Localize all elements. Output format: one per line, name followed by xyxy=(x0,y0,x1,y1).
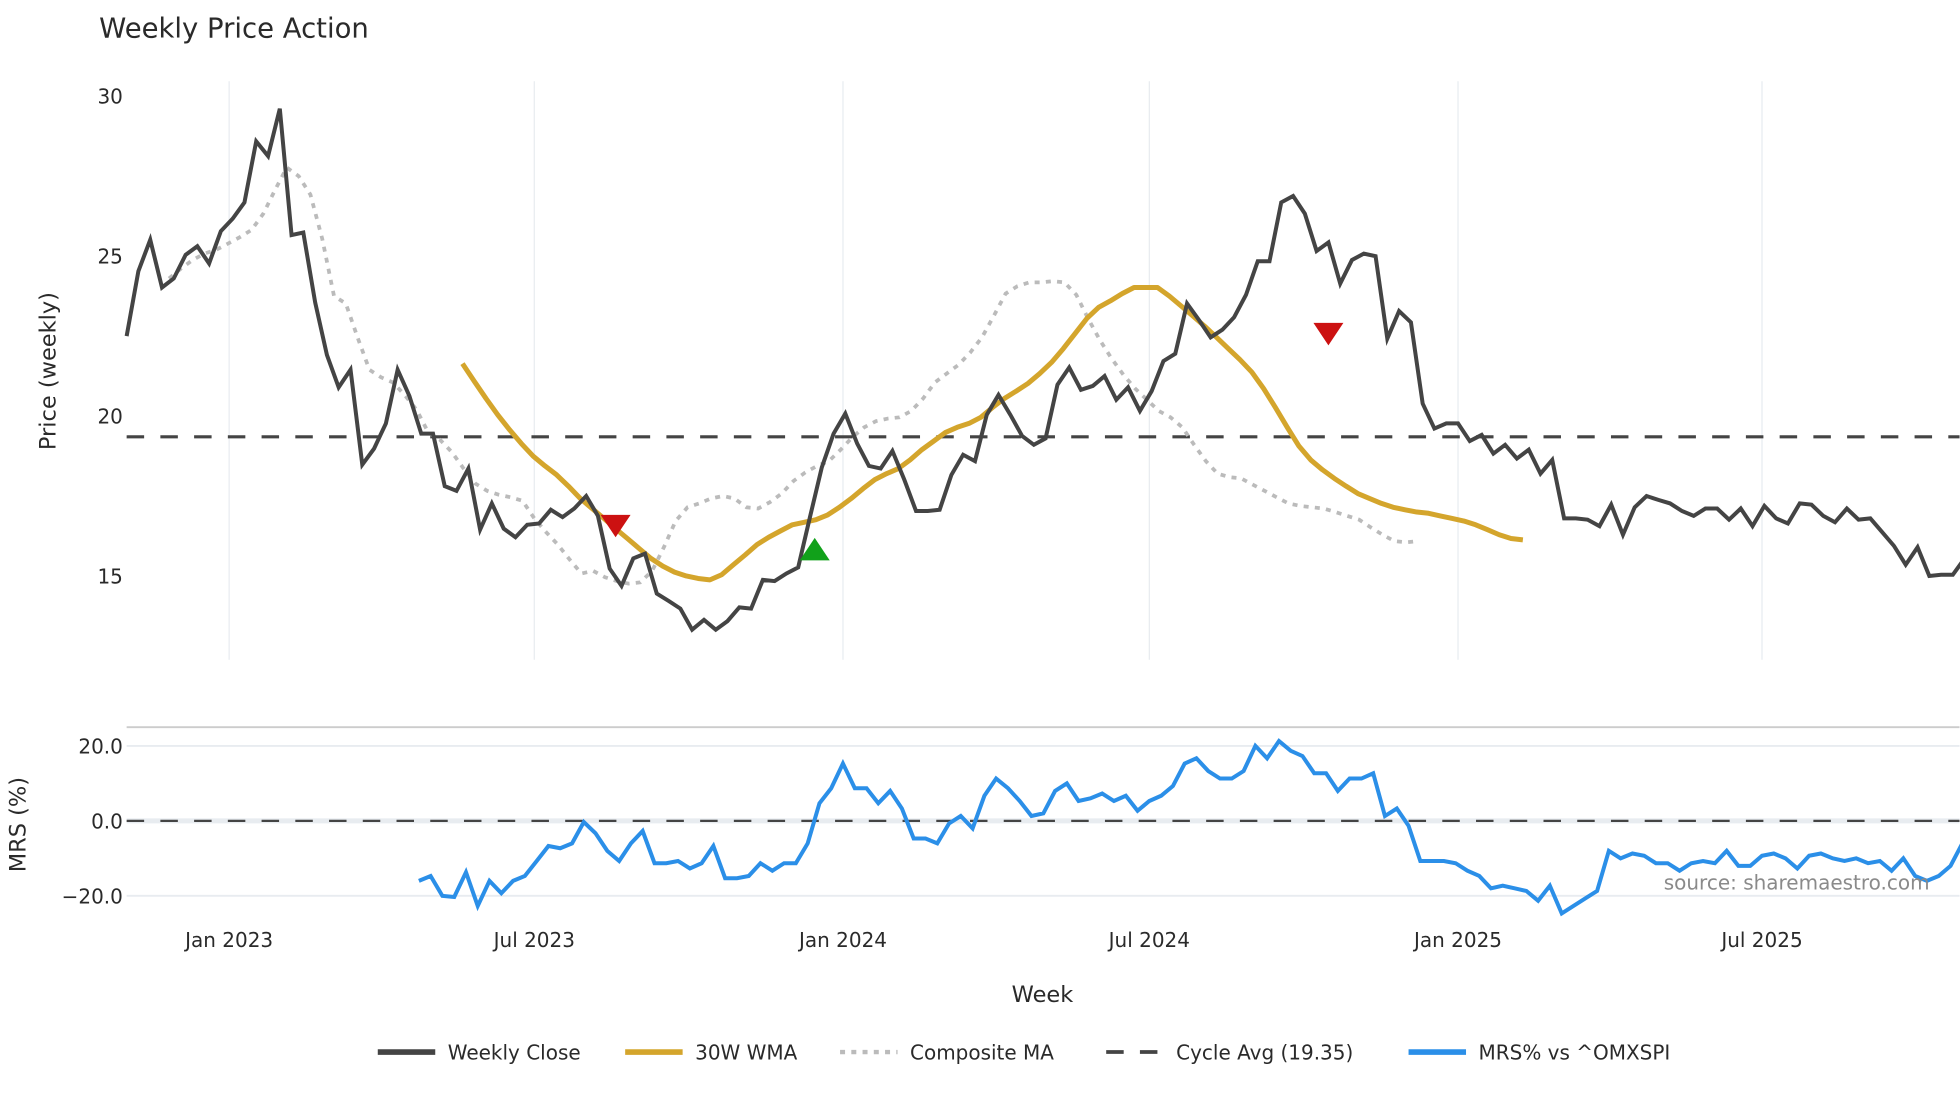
weekly-close-line xyxy=(124,108,1960,633)
mrs-horizontal-gridlines xyxy=(126,744,1960,897)
legend-item[interactable]: MRS% vs ^OMXSPI xyxy=(1408,1041,1671,1065)
sell-signal-marker xyxy=(600,514,631,538)
legend-item[interactable]: 30W WMA xyxy=(625,1041,798,1065)
mrs-y-axis-ticks: −20.0 0.0 20.0 xyxy=(62,734,123,908)
x-tick-label: Jul 2024 xyxy=(1107,928,1190,952)
legend-label: Weekly Close xyxy=(448,1041,581,1065)
price-y-axis-title: Price (weekly) xyxy=(35,292,61,450)
mrs-y-tick-label: 20.0 xyxy=(78,734,122,758)
price-series-group xyxy=(124,108,1960,633)
price-y-axis-ticks: 15 20 25 30 xyxy=(97,85,122,589)
x-tick-label: Jan 2023 xyxy=(183,928,273,952)
legend-item[interactable]: Cycle Avg (19.35) xyxy=(1106,1041,1353,1065)
legend-label: Cycle Avg (19.35) xyxy=(1176,1041,1353,1065)
price-panel: 15 20 25 30 Price (weekly) xyxy=(35,81,1960,660)
mrs-vs-omxspi-line xyxy=(418,738,1960,917)
mrs-y-tick-label: −20.0 xyxy=(62,884,123,908)
x-tick-label: Jul 2025 xyxy=(1719,928,1802,952)
price-y-tick-label: 15 xyxy=(97,564,122,588)
source-annotation: source: sharemaestro.com xyxy=(1664,871,1930,895)
price-y-tick-label: 30 xyxy=(97,85,122,109)
x-axis-title: Week xyxy=(1012,982,1074,1008)
price-vertical-gridlines xyxy=(228,81,1763,660)
30w-wma-line xyxy=(460,284,1524,583)
mrs-y-tick-label: 0.0 xyxy=(91,809,123,833)
mrs-panel: −20.0 0.0 20.0 MRS (%) source: sharemaestr… xyxy=(5,726,1960,917)
mrs-y-axis-title: MRS (%) xyxy=(5,777,31,872)
legend-item[interactable]: Weekly Close xyxy=(377,1041,581,1065)
legend-item[interactable]: Composite MA xyxy=(840,1041,1054,1065)
chart-legend: Weekly Close 30W WMA Composite MA Cycle Avg… xyxy=(377,1041,1671,1065)
price-y-tick-label: 25 xyxy=(97,245,122,269)
mrs-series-group xyxy=(418,738,1960,917)
x-tick-label: Jan 2025 xyxy=(1412,928,1502,952)
legend-label: Composite MA xyxy=(910,1041,1054,1065)
price-y-tick-label: 20 xyxy=(97,405,122,429)
buy-signal-marker xyxy=(799,537,830,561)
signal-markers xyxy=(600,322,1344,561)
composite-ma-line xyxy=(167,164,1419,586)
legend-label: MRS% vs ^OMXSPI xyxy=(1479,1041,1671,1065)
sell-signal-marker xyxy=(1313,322,1344,346)
chart-title: Weekly Price Action xyxy=(99,12,369,44)
legend-label: 30W WMA xyxy=(695,1041,798,1065)
x-axis-ticks: Jan 2023 Jul 2023 Jan 2024 Jul 2024 Jan 2025… xyxy=(183,928,1803,952)
x-tick-label: Jul 2023 xyxy=(492,928,575,952)
x-tick-label: Jan 2024 xyxy=(797,928,887,952)
